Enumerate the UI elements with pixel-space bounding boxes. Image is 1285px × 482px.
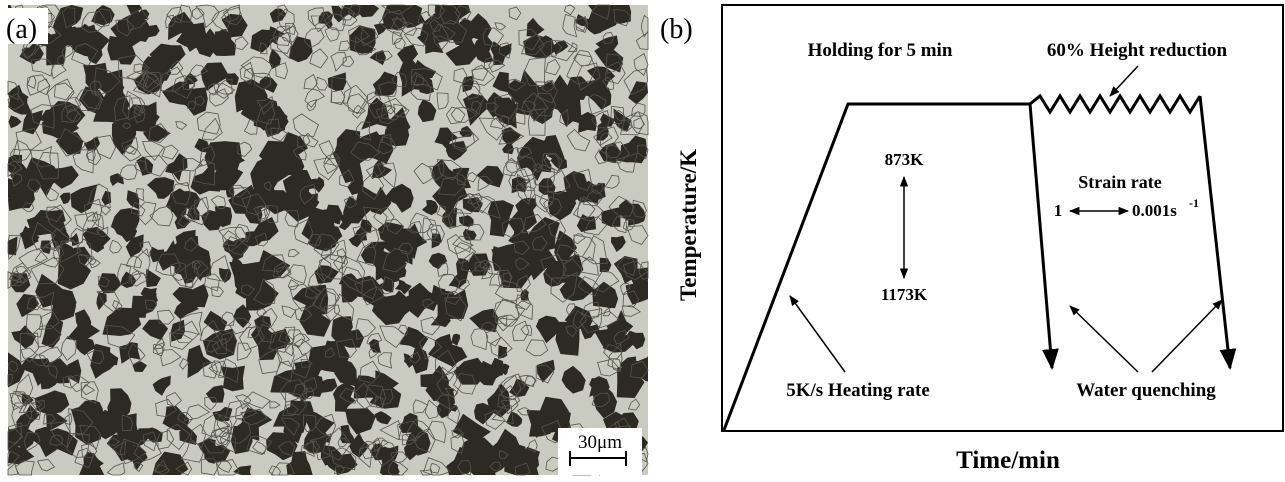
annotation: Water quenching	[1076, 380, 1216, 401]
arrow	[1152, 300, 1222, 372]
micrograph	[8, 5, 648, 475]
quench-line	[1030, 104, 1052, 368]
figure: (a) 30μm (b) Temperature/K Time/min Hold…	[0, 0, 1285, 477]
annotation: 1173K	[881, 285, 928, 304]
annotation: 873K	[885, 150, 925, 169]
arrow	[1070, 306, 1138, 372]
annotation-superscript: -1	[1189, 196, 1199, 210]
x-axis-label: Time/min	[956, 447, 1060, 474]
annotation: 0.001s	[1132, 201, 1177, 220]
annotation: 1	[1054, 201, 1063, 220]
scale-bar-label: 30μm	[578, 432, 622, 453]
annotation: 5K/s Heating rate	[786, 380, 930, 401]
arrow	[1110, 66, 1138, 96]
panel-label: (b)	[660, 14, 693, 45]
panel-label: (a)	[6, 14, 37, 45]
arrow	[790, 296, 845, 372]
y-axis-label: Temperature/K	[676, 149, 701, 301]
annotation: Holding for 5 min	[808, 40, 953, 61]
quench-line	[1200, 96, 1230, 368]
annotation: 60% Height reduction	[1047, 40, 1228, 61]
annotation: Strain rate	[1078, 172, 1161, 192]
